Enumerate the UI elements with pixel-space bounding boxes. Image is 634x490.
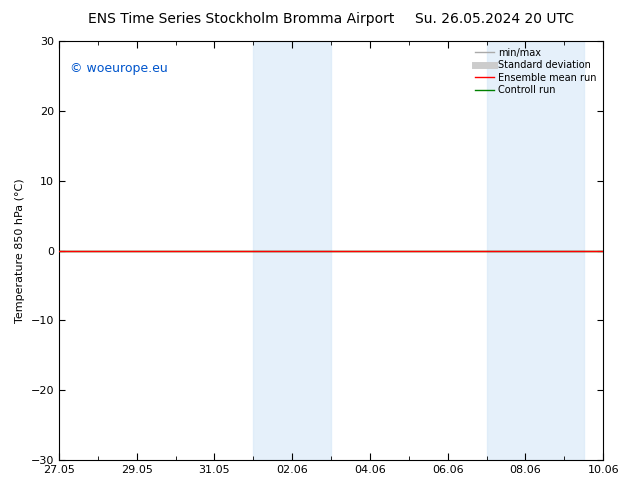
Bar xyxy=(486,41,584,460)
Bar xyxy=(254,41,331,460)
Y-axis label: Temperature 850 hPa (°C): Temperature 850 hPa (°C) xyxy=(15,178,25,323)
Legend: min/max, Standard deviation, Ensemble mean run, Controll run: min/max, Standard deviation, Ensemble me… xyxy=(472,46,598,97)
Text: ENS Time Series Stockholm Bromma Airport: ENS Time Series Stockholm Bromma Airport xyxy=(87,12,394,26)
Text: © woeurope.eu: © woeurope.eu xyxy=(70,62,167,75)
Text: Su. 26.05.2024 20 UTC: Su. 26.05.2024 20 UTC xyxy=(415,12,574,26)
